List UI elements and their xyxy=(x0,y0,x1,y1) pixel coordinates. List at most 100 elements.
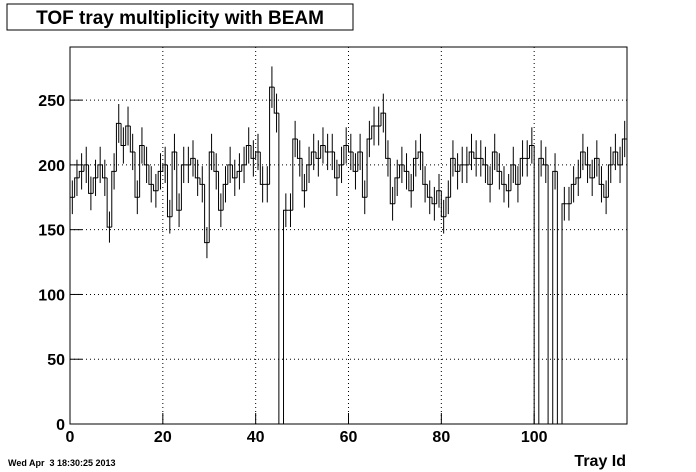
histogram-bin xyxy=(125,125,131,146)
histogram-bin xyxy=(380,112,386,127)
histogram-bin xyxy=(440,190,446,218)
histogram-bin xyxy=(306,164,312,191)
histogram-bin xyxy=(589,164,595,179)
histogram-bin xyxy=(153,184,159,192)
histogram-bin xyxy=(366,138,372,198)
histogram-bin xyxy=(245,144,252,165)
y-tick-label: 150 xyxy=(38,223,65,240)
histogram-bin xyxy=(422,151,428,185)
histogram-bin xyxy=(111,170,117,228)
histogram-bin xyxy=(83,164,89,172)
histogram-bin xyxy=(296,138,303,159)
histogram-bin xyxy=(496,151,502,172)
histogram-bin xyxy=(580,151,586,178)
histogram-bin xyxy=(621,138,627,165)
histogram-bin xyxy=(603,184,609,198)
histogram-bin xyxy=(143,145,149,166)
plot-frame xyxy=(69,46,628,425)
y-tick-label: 100 xyxy=(38,287,65,304)
histogram-bin xyxy=(162,164,168,172)
histogram-bin xyxy=(204,184,210,244)
y-tick-label: 250 xyxy=(38,93,65,110)
histogram-bin xyxy=(561,203,567,424)
histogram-bin xyxy=(408,171,414,192)
histogram-bin xyxy=(431,197,437,205)
histogram-bin xyxy=(361,151,368,198)
histogram-bin xyxy=(473,151,479,159)
histogram-bin xyxy=(348,145,354,153)
histogram-bin xyxy=(292,138,298,211)
histogram-bin xyxy=(199,177,205,185)
histogram-bin xyxy=(180,164,187,211)
histogram-bin xyxy=(218,171,224,211)
histogram-bin xyxy=(482,158,488,166)
histogram-bin xyxy=(403,164,409,172)
histogram-bin xyxy=(166,164,173,218)
histogram-bin xyxy=(459,164,465,172)
histogram-bin xyxy=(594,157,600,178)
histogram-bin xyxy=(213,151,219,172)
histogram-bin xyxy=(129,126,135,153)
histogram-bin xyxy=(412,157,419,191)
x-tick-label: 60 xyxy=(340,429,358,446)
histogram-bin xyxy=(343,144,349,165)
histogram-bin xyxy=(436,190,442,204)
histogram-bin xyxy=(101,164,108,179)
histogram-bin xyxy=(426,184,433,198)
histogram-bin xyxy=(529,144,535,159)
histogram-bin xyxy=(607,164,614,198)
x-tick-label: 0 xyxy=(66,429,75,446)
histogram-bin xyxy=(176,151,182,211)
histogram-bin xyxy=(273,87,279,114)
y-tick-label: 0 xyxy=(56,417,65,434)
histogram-bin xyxy=(468,151,474,165)
histogram-bin xyxy=(310,151,317,165)
histogram-bin xyxy=(148,164,154,185)
histogram-bin xyxy=(134,151,140,198)
histogram-bin xyxy=(255,151,261,159)
x-tick-label: 20 xyxy=(154,429,172,446)
histogram-bin xyxy=(371,125,377,139)
y-tick-label: 200 xyxy=(38,158,65,175)
histogram-bin xyxy=(510,164,516,191)
histogram-bin xyxy=(97,164,103,178)
histogram-bin xyxy=(487,164,493,185)
histogram-bin xyxy=(357,151,363,172)
histogram-bin xyxy=(352,151,358,172)
x-tick-label: 100 xyxy=(521,429,548,446)
histogram-bin xyxy=(505,184,511,192)
title-box xyxy=(6,3,354,31)
histogram-bin xyxy=(106,177,112,228)
histogram-bin xyxy=(157,170,163,191)
histogram-bin xyxy=(399,164,405,178)
histogram-bin xyxy=(501,171,507,185)
histogram-bin xyxy=(139,144,145,198)
histogram-bin xyxy=(74,177,80,198)
histogram-bin xyxy=(385,113,391,159)
footer: Wed Apr 3 18:30:25 2013 xyxy=(8,458,116,468)
histogram-bin xyxy=(222,183,228,211)
histogram-bin xyxy=(227,164,233,185)
histogram-bin xyxy=(617,151,623,166)
histogram-bin xyxy=(190,157,196,165)
histogram-bin xyxy=(389,158,395,205)
histogram-bin xyxy=(171,151,177,217)
histogram-bin xyxy=(88,164,94,194)
histogram-bin xyxy=(519,157,525,185)
histogram-bin xyxy=(394,177,400,204)
histogram-bin xyxy=(269,86,275,185)
histogram-bin xyxy=(552,170,558,424)
histogram-bin xyxy=(570,183,576,204)
histogram-bin xyxy=(120,123,126,146)
histogram-bin xyxy=(334,151,340,179)
x-tick-label: 80 xyxy=(432,429,450,446)
histogram-bin xyxy=(283,209,289,424)
histogram-bin xyxy=(78,170,84,178)
histogram-bin xyxy=(301,158,307,192)
histogram-bin xyxy=(450,157,456,198)
histogram-bin xyxy=(445,196,451,217)
histogram-bin xyxy=(92,177,98,194)
histogram-bin xyxy=(236,170,242,178)
histogram-bin xyxy=(417,151,423,159)
